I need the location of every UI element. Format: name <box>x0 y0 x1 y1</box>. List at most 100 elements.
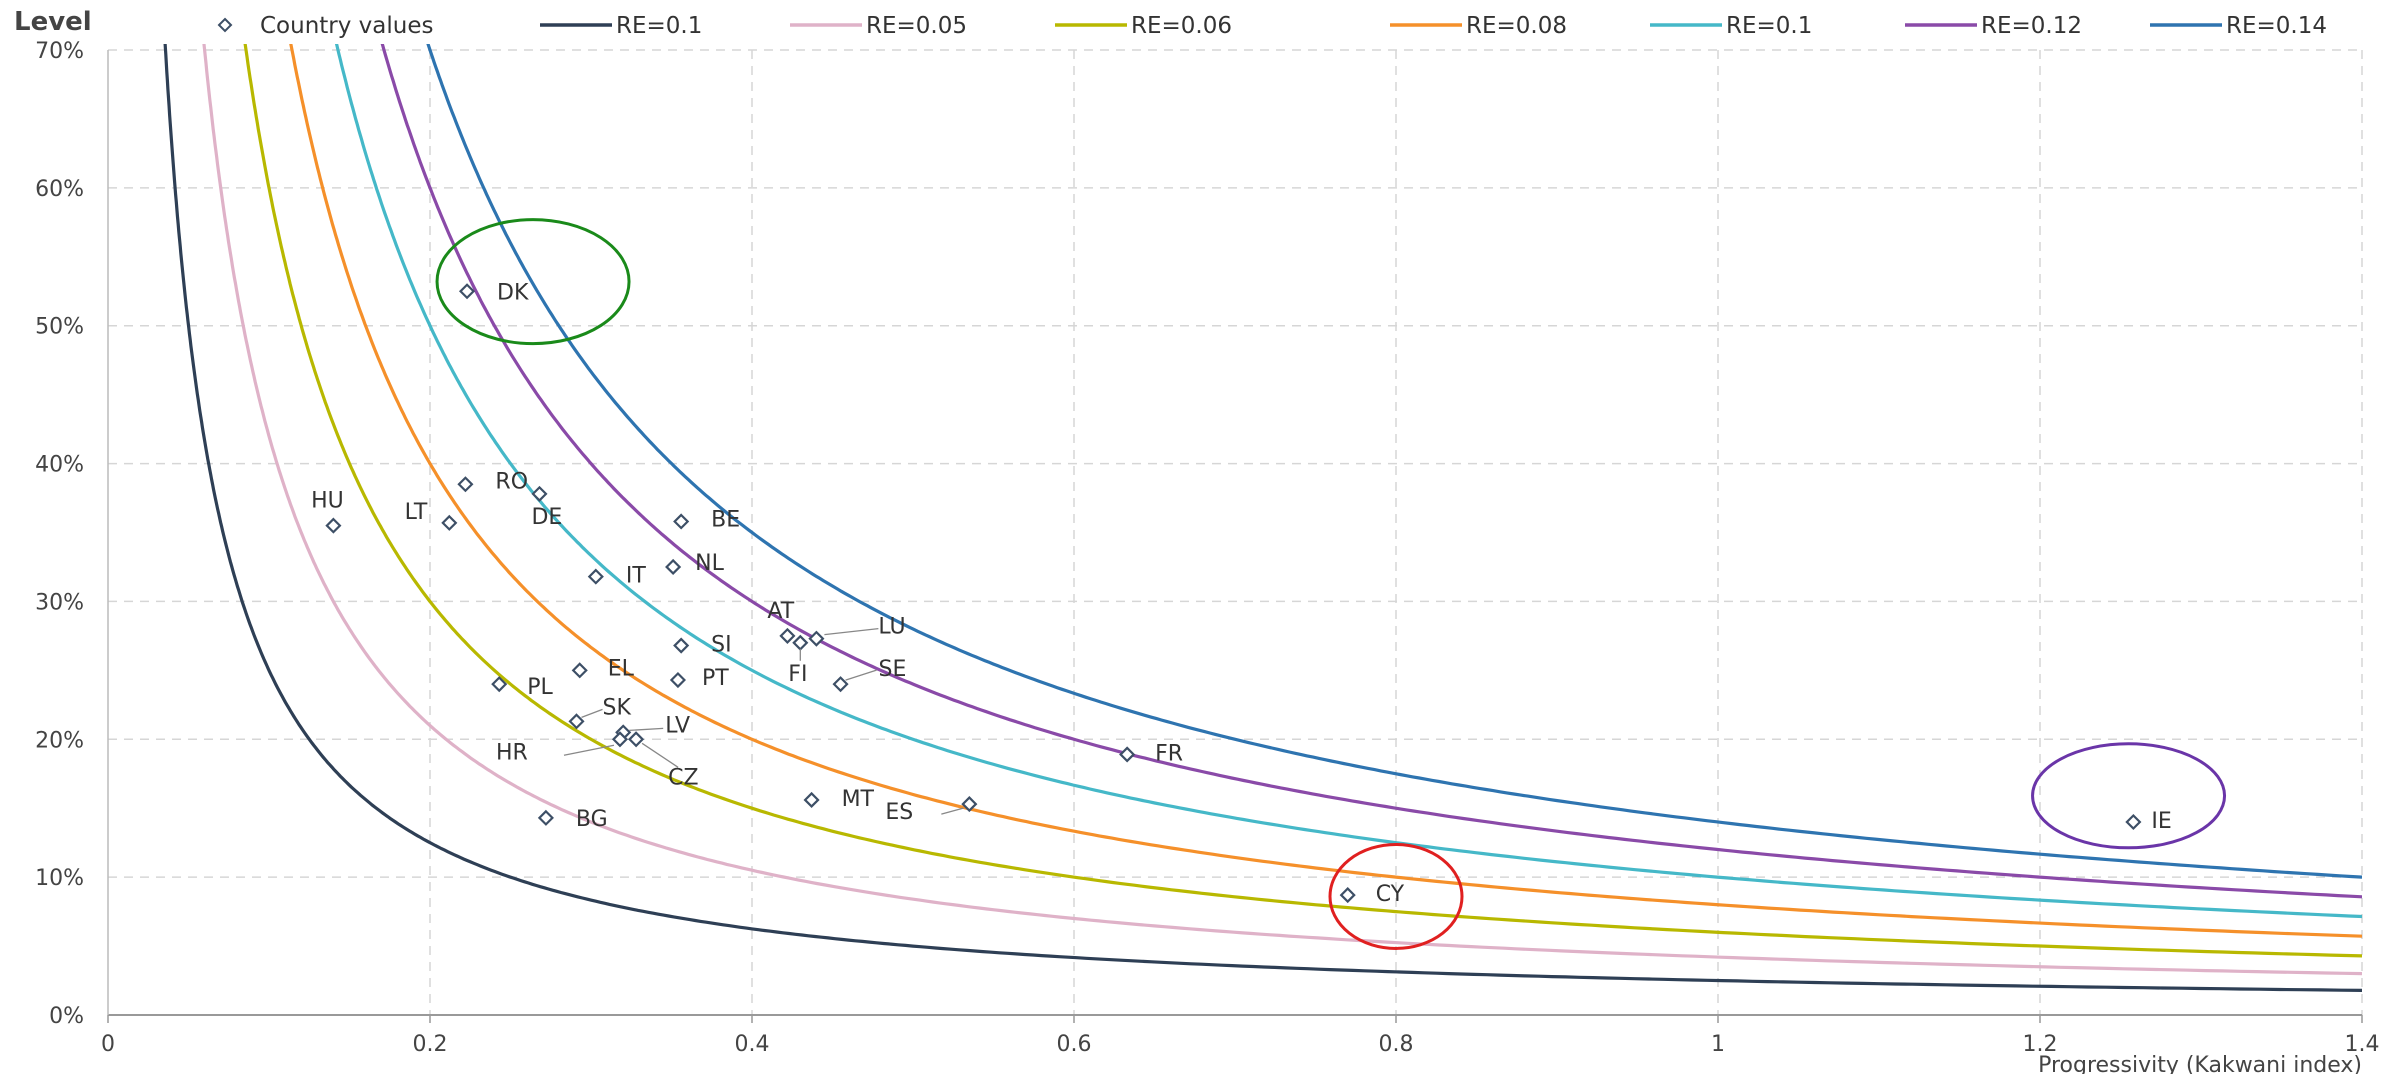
y-tick-label: 50% <box>35 315 84 340</box>
highlight-circle-ie <box>2031 742 2227 850</box>
point-dk <box>458 283 476 300</box>
point-sk <box>568 713 585 730</box>
point-de <box>531 485 548 502</box>
data-label-at: AT <box>767 599 794 624</box>
highlight-circle-cy <box>1328 842 1464 950</box>
leader-line <box>845 669 877 681</box>
leader-line <box>941 807 964 815</box>
highlight-circles <box>435 218 2227 950</box>
y-tick-label: 30% <box>35 590 84 615</box>
data-label-it: IT <box>626 564 646 589</box>
leader-line <box>824 628 879 636</box>
data-label-el: EL <box>608 656 635 681</box>
point-pl <box>491 676 508 693</box>
point-si <box>673 637 690 654</box>
curve-line <box>334 44 2362 919</box>
curve-line <box>426 44 2362 879</box>
legend-label: RE=0.1 <box>616 13 702 39</box>
curves <box>163 44 2362 992</box>
point-at <box>779 627 796 644</box>
point-be <box>673 513 690 530</box>
leader-line <box>563 744 615 756</box>
point-se <box>832 676 849 693</box>
data-label-de: DE <box>531 505 562 530</box>
point-nl <box>665 558 682 576</box>
data-label-lu: LU <box>878 615 905 640</box>
data-label-mt: MT <box>842 787 875 812</box>
legend-label: RE=0.08 <box>1466 13 1567 39</box>
point-hu <box>325 517 342 534</box>
x-tick-label: 0.8 <box>1379 1032 1414 1057</box>
data-label-fr: FR <box>1155 741 1183 766</box>
legend-label: RE=0.12 <box>1981 13 2082 39</box>
point-hr <box>611 731 629 748</box>
point-lu <box>808 630 825 647</box>
x-axis-label: Progressivity (Kakwani index) <box>2038 1053 2362 1074</box>
point-pt <box>669 671 686 689</box>
x-tick-label: 0.4 <box>735 1032 770 1057</box>
legend-label: RE=0.06 <box>1131 13 1232 39</box>
data-label-es: ES <box>885 800 913 825</box>
y-tick-label: 70% <box>35 39 84 64</box>
x-tick-label: 0.6 <box>1057 1032 1092 1057</box>
curve-line <box>163 44 2362 992</box>
leader-line <box>629 727 664 732</box>
data-label-be: BE <box>711 507 740 532</box>
data-label-si: SI <box>711 633 731 658</box>
point-ro <box>457 476 474 493</box>
curve-line <box>243 44 2362 958</box>
point-fr <box>1119 746 1136 763</box>
data-label-lv: LV <box>665 713 690 738</box>
highlight-circle-dk <box>435 218 631 346</box>
y-tick-label: 60% <box>35 177 84 202</box>
data-label-pl: PL <box>527 675 553 700</box>
axes: 0% 10% 20% 30% 40% 50% 60% 70% 0 0.2 0.4 0.6 0.8 1 1.2… <box>35 39 2379 1057</box>
x-tick-label: 1.4 <box>2345 1032 2380 1057</box>
data-label-nl: NL <box>695 551 724 576</box>
point-mt <box>803 791 820 808</box>
point-it <box>587 568 604 585</box>
data-label-bg: BG <box>576 807 608 832</box>
x-tick-label: 1.2 <box>2023 1032 2058 1057</box>
x-tick-label: 0.2 <box>413 1032 448 1057</box>
data-label-hr: HR <box>496 740 528 765</box>
data-label-cz: CZ <box>668 765 698 790</box>
point-ie <box>2125 813 2142 831</box>
point-bg <box>537 809 554 826</box>
data-label-ro: RO <box>495 469 528 494</box>
x-tick-label: 1 <box>1711 1032 1725 1057</box>
data-label-pt: PT <box>702 666 729 691</box>
data-label-cy: CY <box>1376 882 1405 907</box>
legend-label: RE=0.05 <box>866 13 967 39</box>
leader-line <box>581 708 603 718</box>
data-label-se: SE <box>879 657 907 682</box>
point-cz <box>628 731 645 748</box>
y-tick-label: 10% <box>35 866 84 891</box>
data-label-fi: FI <box>788 662 807 687</box>
data-label-hu: HU <box>311 489 344 514</box>
legend-marker <box>217 17 233 33</box>
y-tick-label: 0% <box>49 1004 84 1029</box>
legend-label: RE=0.1 <box>1726 13 1812 39</box>
y-tick-label: 40% <box>35 453 84 478</box>
data-label-lt: LT <box>405 500 428 525</box>
point-cy <box>1339 887 1356 904</box>
curve-line <box>380 44 2362 899</box>
x-tick-label: 0 <box>101 1032 115 1057</box>
curve-line <box>202 44 2362 976</box>
y-tick-label: 20% <box>35 728 84 753</box>
data-label-dk: DK <box>497 280 529 305</box>
data-label-sk: SK <box>603 695 632 720</box>
legend-label: Country values <box>260 13 434 39</box>
leader-line <box>641 742 679 768</box>
data-label-ie: IE <box>2151 809 2171 834</box>
point-lt <box>441 514 458 531</box>
y-axis-label: Level <box>14 7 92 37</box>
legend-label: RE=0.14 <box>2226 13 2327 39</box>
point-el <box>571 662 588 679</box>
curve-line <box>289 44 2362 938</box>
legend: Country values RE=0.1 RE=0.05 RE=0.06 RE=0.0… <box>217 13 2327 39</box>
